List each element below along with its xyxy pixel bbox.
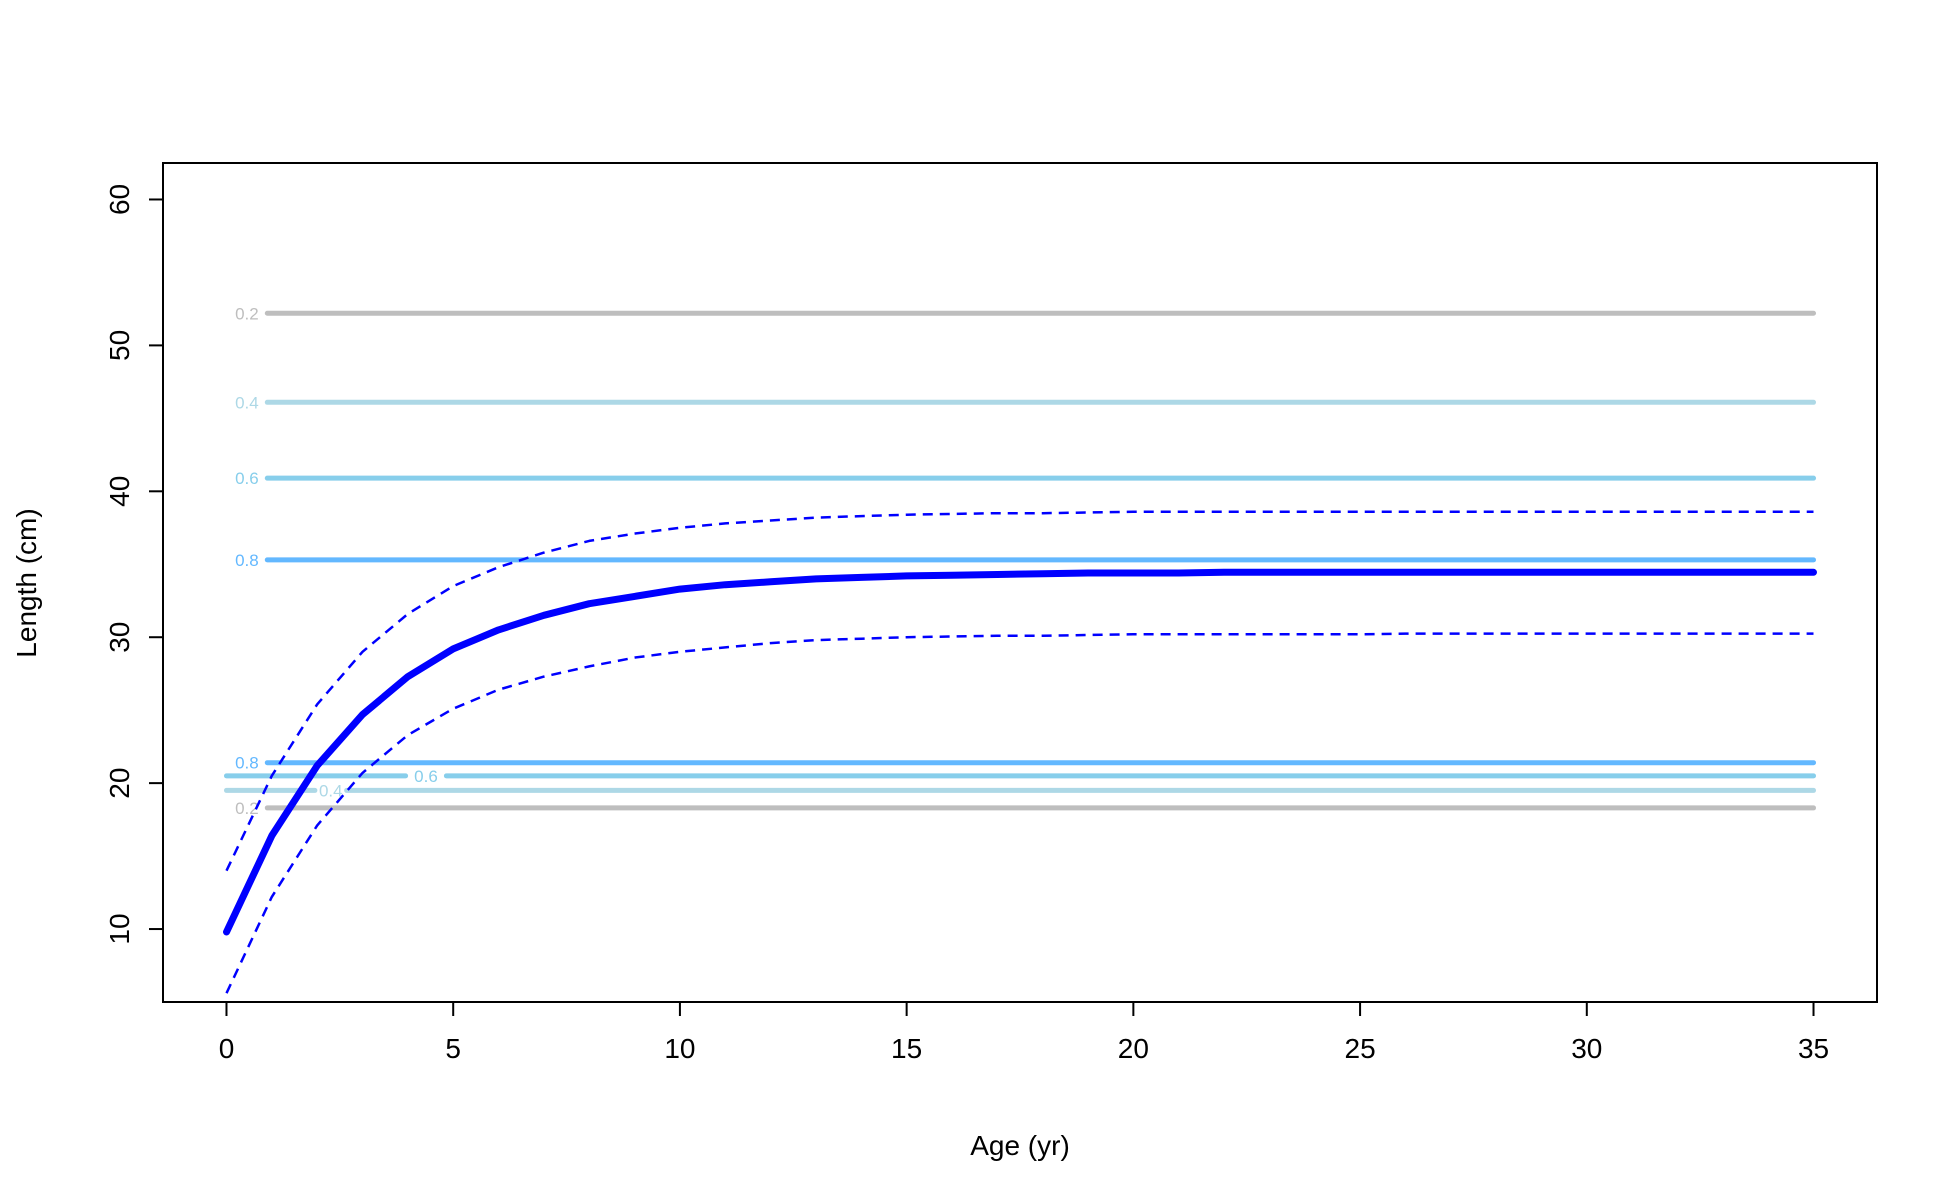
- y-tick-label: 20: [104, 768, 135, 799]
- y-tick-label: 40: [104, 476, 135, 507]
- x-tick-label: 30: [1571, 1033, 1602, 1064]
- y-tick-label: 10: [104, 913, 135, 944]
- x-axis: 0 5 10 15 20 25 30 35: [219, 1001, 1829, 1064]
- x-axis-title: Age (yr): [970, 1130, 1070, 1161]
- reference-label: 0.4: [319, 781, 343, 800]
- series-lines: [223, 510, 1817, 994]
- x-tick-label: 5: [445, 1033, 461, 1064]
- reference-label: 0.8: [235, 754, 259, 773]
- x-tick-label: 15: [891, 1033, 922, 1064]
- mean-growth-line: [223, 568, 1817, 936]
- reference-label: 0.2: [235, 304, 259, 323]
- x-tick-label: 0: [219, 1033, 235, 1064]
- y-axis-title: Length (cm): [11, 508, 42, 657]
- interval-line: [225, 632, 1814, 994]
- x-tick-label: 20: [1118, 1033, 1149, 1064]
- reference-label: 0.6: [414, 767, 438, 786]
- reference-label: 0.4: [235, 393, 259, 412]
- reference-label: 0.2: [235, 799, 259, 818]
- reference-labels: 0.2 0.4 0.6 0.8 0.8 0.6 0.4 0.2: [235, 304, 438, 818]
- reference-label: 0.8: [235, 551, 259, 570]
- y-tick-label: 60: [104, 184, 135, 215]
- x-tick-label: 10: [664, 1033, 695, 1064]
- x-tick-label: 35: [1798, 1033, 1829, 1064]
- interval-line: [225, 510, 1814, 872]
- y-tick-label: 30: [104, 622, 135, 653]
- x-tick-label: 25: [1345, 1033, 1376, 1064]
- y-axis: 10 20 30 40 50 60: [104, 184, 164, 945]
- reference-label: 0.6: [235, 469, 259, 488]
- y-tick-label: 50: [104, 330, 135, 361]
